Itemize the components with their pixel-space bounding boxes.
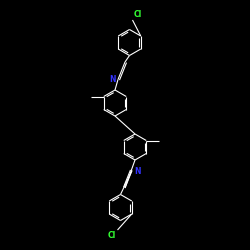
Text: N: N [109, 74, 116, 84]
Text: Cl: Cl [134, 10, 142, 19]
Text: Cl: Cl [108, 231, 116, 240]
Text: N: N [134, 166, 141, 175]
